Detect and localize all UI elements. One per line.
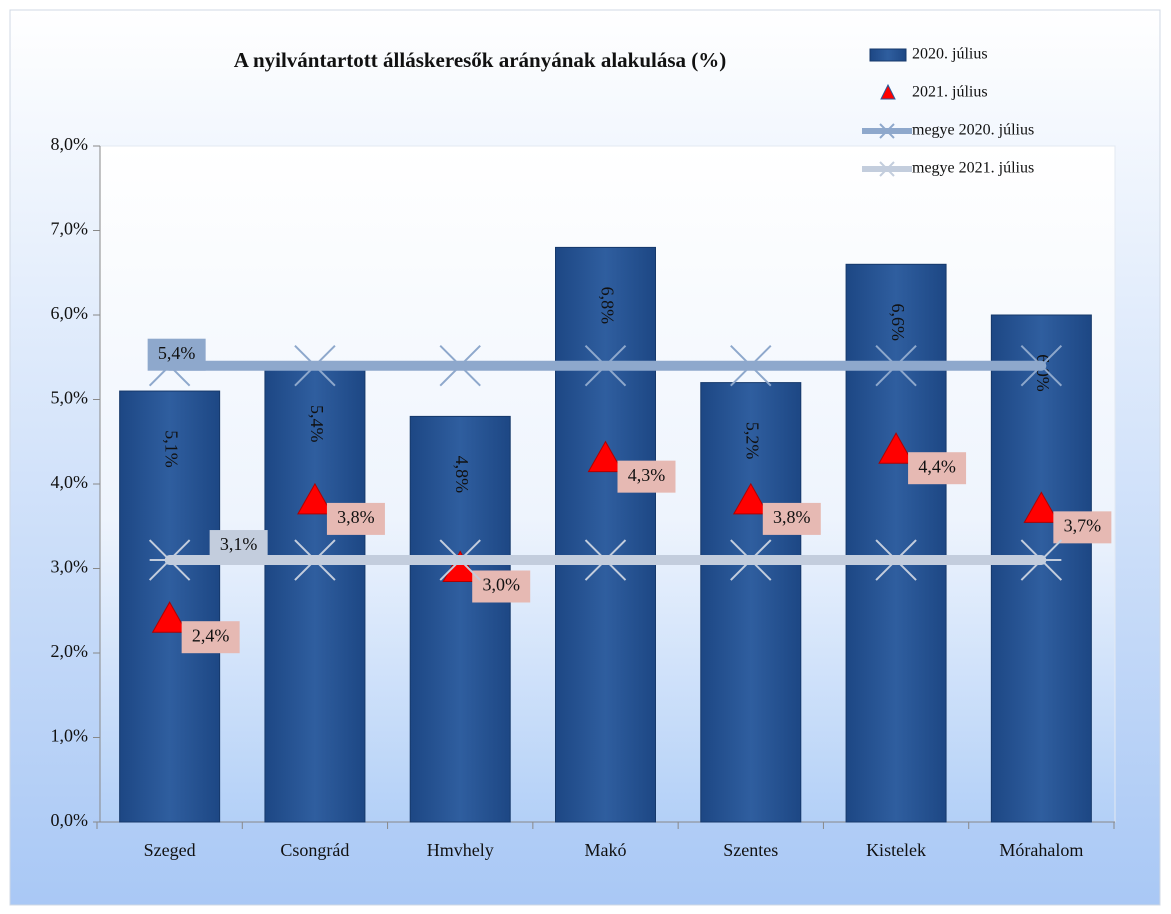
line-marker [148, 539, 191, 581]
line-marker [294, 344, 336, 387]
line-marker [1020, 344, 1063, 387]
triangle-marker [587, 440, 624, 473]
data-label-box [1053, 511, 1112, 544]
line-marker [439, 539, 481, 581]
line-marker [1020, 539, 1063, 581]
y-tick-label: 5,0% [51, 388, 89, 408]
line-marker [730, 344, 772, 387]
triangle-marker [151, 601, 188, 633]
line-marker [730, 539, 772, 581]
bar [700, 382, 802, 823]
data-label: 3,8% [337, 507, 375, 527]
data-label: 3,8% [773, 507, 811, 527]
data-label: 3,0% [482, 575, 520, 595]
data-label-box [472, 570, 531, 603]
bar-label: 4,8% [452, 456, 472, 494]
line-marker [439, 344, 481, 387]
triangle-marker [1023, 491, 1060, 523]
legend-label: 2020. július [912, 46, 988, 63]
legend-label: 2021. július [912, 84, 988, 101]
bar [990, 314, 1092, 823]
bar-label: 5,4% [307, 405, 327, 443]
data-label-box [181, 621, 240, 654]
x-tick-label: Kistelek [866, 840, 926, 860]
legend-item: megye 2021. július [862, 160, 1034, 177]
legend-item: 2021. július [880, 83, 988, 101]
data-label: 4,3% [628, 465, 666, 485]
data-label: 2,4% [192, 625, 230, 645]
y-tick-label: 7,0% [51, 219, 89, 239]
line-marker [294, 539, 336, 581]
y-tick-label: 0,0% [51, 810, 89, 830]
legend-item: megye 2020. július [862, 122, 1034, 139]
y-tick-label: 8,0% [51, 134, 89, 154]
data-label-box [326, 502, 385, 535]
x-tick-label: Csongrád [280, 840, 349, 860]
x-tick-label: Szeged [144, 840, 196, 860]
line-marker [875, 539, 917, 581]
data-label-box [908, 452, 967, 485]
y-tick-label: 4,0% [51, 472, 89, 492]
bar [409, 415, 511, 823]
bar-label: 5,2% [743, 422, 763, 460]
data-label: 3,1% [220, 534, 258, 554]
legend-swatch [879, 161, 895, 177]
line-marker [875, 344, 917, 387]
triangle-marker [878, 432, 914, 464]
bar [845, 263, 947, 823]
y-tick-label: 2,0% [51, 641, 89, 661]
y-tick-label: 3,0% [51, 557, 89, 577]
data-label-box [209, 530, 268, 563]
x-tick-label: Szentes [723, 840, 778, 860]
line-marker [584, 539, 627, 581]
legend-swatch [879, 123, 895, 139]
legend-swatch [869, 48, 907, 62]
legend-label: megye 2020. július [912, 122, 1034, 139]
bar [264, 365, 366, 823]
chart-title: A nyilvántartott álláskeresők arányának … [234, 48, 727, 72]
x-tick-label: Mórahalom [999, 840, 1083, 860]
x-tick-label: Hmvhely [427, 840, 494, 860]
bar-label: 5,1% [162, 430, 182, 468]
legend-item: 2020. július [869, 46, 988, 63]
bar-label: 6,6% [888, 304, 908, 342]
triangle-marker [442, 550, 479, 582]
data-label: 4,4% [918, 456, 956, 476]
line-marker [584, 344, 627, 387]
bar [555, 246, 656, 823]
data-label-box [762, 502, 821, 535]
y-tick-label: 6,0% [51, 303, 89, 323]
bar-label: 6,8% [597, 287, 617, 325]
legend-label: megye 2021. július [912, 160, 1034, 177]
triangle-marker [297, 482, 333, 515]
legend-swatch [880, 83, 896, 100]
data-label: 5,4% [158, 343, 196, 363]
triangle-marker [732, 482, 769, 515]
data-label-box [617, 460, 676, 493]
y-tick-label: 1,0% [51, 726, 89, 746]
data-label-box [147, 338, 206, 371]
data-label: 3,7% [1064, 515, 1102, 535]
x-tick-label: Makó [585, 840, 627, 860]
